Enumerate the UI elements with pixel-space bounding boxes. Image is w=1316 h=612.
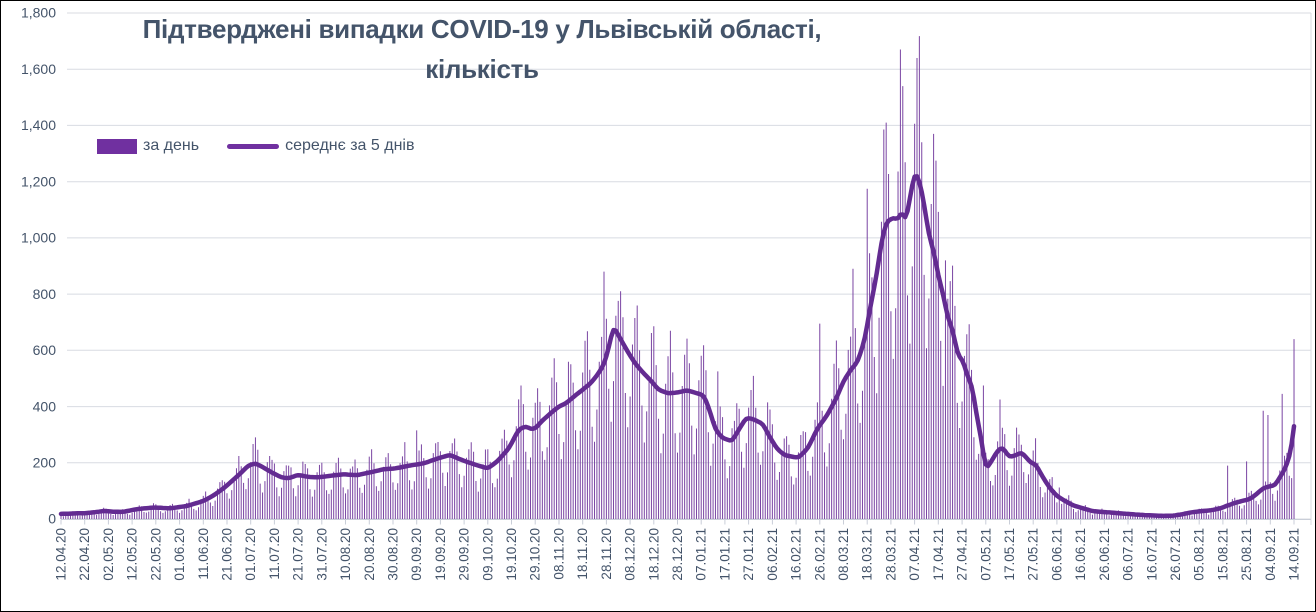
x-axis-label: 29.09.20 [457,528,472,581]
x-axis-label: 12.05.20 [125,528,140,581]
x-axis-label: 27.04.21 [955,528,970,581]
x-axis-label: 17.01.21 [717,528,732,581]
y-axis-label: 0 [48,511,56,527]
y-axis-label: 400 [33,398,57,414]
y-axis-label: 600 [33,342,57,358]
y-axis-label: 1,800 [21,5,56,21]
x-axis-label: 29.10.20 [528,528,543,581]
x-axis-label: 19.10.20 [504,528,519,581]
legend-item-daily: за день [97,137,199,155]
x-axis-label: 08.11.20 [552,528,567,580]
x-axis-label: 19.09.20 [433,528,448,581]
x-axis-label: 18.12.20 [646,528,661,581]
x-axis-label: 17.05.21 [1002,528,1017,581]
x-axis-label: 02.05.20 [101,528,116,581]
x-axis-label: 11.06.20 [196,528,211,580]
x-axis-label: 28.11.20 [599,528,614,580]
x-axis-label: 21.07.20 [291,528,306,581]
x-axis-label: 28.12.20 [670,528,685,581]
x-axis-label: 01.06.20 [172,528,187,581]
x-axis-label: 08.03.21 [836,528,851,581]
x-axis-label: 27.05.21 [1026,528,1041,581]
average-line-series [58,174,1297,519]
x-axis-label: 04.09.21 [1263,528,1278,581]
y-axis-label: 1,000 [21,230,56,246]
daily-bars-series [60,36,1295,519]
x-axis-label: 22.05.20 [148,528,163,581]
x-axis-label: 09.10.20 [480,528,495,581]
x-axis-label: 31.07.20 [314,528,329,581]
legend: за день середнє за 5 днів [97,137,414,155]
x-axis-label: 14.09.21 [1287,528,1302,581]
legend-average-label: середнє за 5 днів [285,137,415,154]
y-axis-label: 1,400 [21,117,56,133]
x-axis-label: 11.07.20 [267,528,282,580]
x-axis-label: 06.06.21 [1049,528,1064,581]
x-axis-label: 16.02.21 [789,528,804,581]
x-axis-label: 07.05.21 [978,528,993,581]
x-axis-label: 10.08.20 [338,528,353,581]
x-axis-label: 12.04.20 [54,528,69,581]
x-axis-label: 01.07.20 [243,528,258,581]
legend-bar-swatch [97,138,137,154]
x-axis-label: 28.03.21 [883,528,898,581]
x-axis-label: 26.02.21 [812,528,827,581]
x-axis-label: 07.04.21 [907,528,922,581]
x-axis-label: 16.07.21 [1144,528,1159,581]
x-axis-label: 09.09.20 [409,528,424,581]
x-axis-label: 18.11.20 [575,528,590,580]
x-axis-label: 17.04.21 [931,528,946,581]
y-axis-label: 1,600 [21,61,56,77]
x-axis-label: 26.07.21 [1168,528,1183,581]
legend-line-swatch [227,143,280,149]
x-axis-label: 30.08.20 [386,528,401,581]
legend-item-average: середнє за 5 днів [227,137,414,155]
x-axis-label: 25.08.21 [1239,528,1254,581]
x-axis-label: 22.04.20 [77,528,92,581]
x-axis-label: 27.01.21 [741,528,756,581]
x-axis-label: 06.02.21 [765,528,780,581]
legend-daily-label: за день [143,137,200,154]
y-axis-label: 200 [33,455,57,471]
x-axis-label: 08.12.20 [623,528,638,581]
y-axis-label: 1,200 [21,173,56,189]
x-axis-label: 20.08.20 [362,528,377,581]
x-axis-label: 15.08.21 [1215,528,1230,581]
x-axis-label: 07.01.21 [694,528,709,581]
x-axis-label: 05.08.21 [1192,528,1207,581]
x-axis-label: 26.06.21 [1097,528,1112,581]
y-axis-label: 800 [33,286,57,302]
x-axis-label: 18.03.21 [860,528,875,581]
x-axis-label: 06.07.21 [1121,528,1136,581]
x-axis-label: 21.06.20 [220,528,235,581]
x-axis-label: 16.06.21 [1073,528,1088,581]
